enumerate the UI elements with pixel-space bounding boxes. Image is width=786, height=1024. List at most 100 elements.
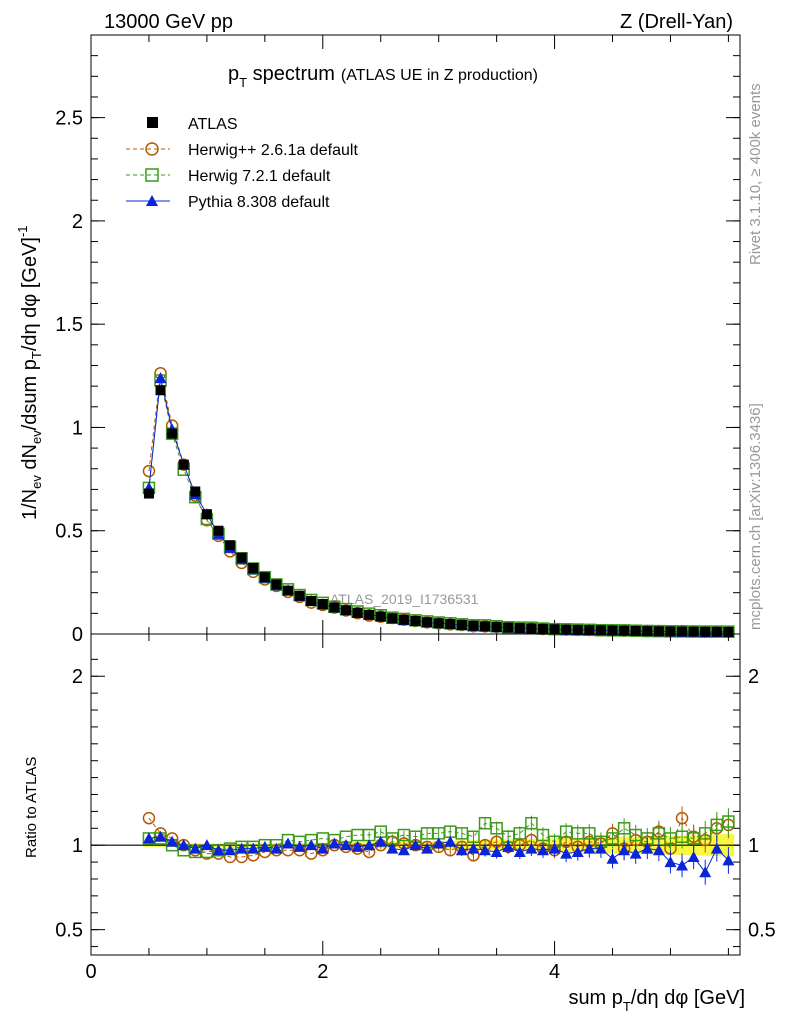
data-point-ratio bbox=[270, 842, 283, 854]
data-point-main bbox=[445, 619, 456, 630]
data-point-ratio bbox=[560, 847, 573, 859]
data-point-main bbox=[178, 459, 189, 470]
x-tick-label: 0 bbox=[85, 961, 96, 983]
mcplots-label: mcplots.cern.ch [arXiv:1306.3436] bbox=[747, 403, 764, 630]
data-point-main bbox=[711, 626, 722, 637]
data-point-main bbox=[329, 602, 340, 613]
ratio-tick-label-right: 1 bbox=[748, 835, 759, 857]
plot-title: pT spectrum (ATLAS UE in Z production) bbox=[228, 63, 538, 90]
data-point-ratio bbox=[583, 827, 596, 840]
data-point-ratio bbox=[247, 842, 260, 854]
legend-marker-herwig7 bbox=[145, 168, 159, 182]
data-point-ratio bbox=[698, 827, 712, 840]
data-point-ratio bbox=[351, 840, 364, 852]
y-tick-label: 0 bbox=[72, 624, 83, 646]
data-point-ratio bbox=[652, 844, 665, 856]
data-point-main bbox=[375, 611, 386, 622]
rivet-label: Rivet 3.1.10, ≥ 400k events bbox=[747, 83, 764, 265]
data-point-ratio bbox=[536, 844, 549, 856]
ratio-tick-label: 1 bbox=[72, 835, 83, 857]
data-point-main bbox=[352, 607, 363, 618]
data-point-ratio bbox=[467, 842, 480, 854]
data-point-ratio bbox=[525, 842, 538, 854]
data-point-ratio bbox=[710, 842, 723, 854]
legend: ATLAS Herwig++ 2.6.1a default Herwig 7.2… bbox=[126, 116, 358, 211]
data-point-main bbox=[526, 623, 537, 634]
data-point-ratio bbox=[432, 837, 445, 849]
data-point-ratio bbox=[676, 859, 689, 871]
data-point-main bbox=[549, 624, 560, 635]
y-tick-label: 1.5 bbox=[55, 314, 83, 336]
data-point-main bbox=[700, 626, 711, 637]
data-point-ratio bbox=[571, 845, 584, 857]
data-point-main bbox=[677, 626, 688, 637]
y-tick-label: 0.5 bbox=[55, 521, 83, 543]
y-tick-label: 2.5 bbox=[55, 108, 83, 130]
data-point-main bbox=[154, 372, 167, 384]
main-plot: 0 0.5 1 1.5 2 2.5 bbox=[55, 34, 741, 646]
data-point-ratio bbox=[513, 827, 527, 840]
data-point-main bbox=[225, 540, 236, 551]
data-point-main bbox=[271, 579, 282, 590]
data-point-main bbox=[468, 620, 479, 631]
data-point-ratio bbox=[722, 854, 735, 866]
data-point-ratio bbox=[224, 844, 237, 856]
data-point-ratio bbox=[548, 842, 561, 854]
data-point-main bbox=[410, 615, 421, 626]
data-point-ratio bbox=[617, 822, 631, 835]
data-point-main bbox=[653, 626, 664, 637]
data-point-main bbox=[364, 609, 375, 620]
data-point-main bbox=[294, 590, 305, 601]
data-point-ratio bbox=[212, 844, 225, 856]
data-point-main bbox=[213, 525, 224, 536]
ratio-plot: 0 2 4 0.5 0.5 1 1 2 2 bbox=[55, 633, 776, 983]
data-point-ratio bbox=[258, 840, 271, 852]
data-point-ratio bbox=[664, 856, 677, 868]
ratio-tick-label-right: 0.5 bbox=[748, 920, 776, 942]
data-point-main bbox=[422, 617, 433, 628]
data-point-main bbox=[142, 464, 156, 478]
data-point-ratio bbox=[386, 842, 399, 854]
data-point-main bbox=[387, 613, 398, 624]
data-point-ratio bbox=[444, 835, 457, 847]
data-point-ratio bbox=[606, 832, 619, 845]
data-point-ratio bbox=[490, 822, 503, 835]
ratio-frame bbox=[90, 633, 741, 956]
data-point-ratio bbox=[699, 866, 712, 878]
y-tick-label: 2 bbox=[72, 211, 83, 233]
data-point-ratio bbox=[502, 840, 515, 852]
data-point-main bbox=[155, 385, 166, 396]
data-point-main bbox=[723, 626, 734, 637]
data-point-main bbox=[595, 625, 606, 636]
data-point-main bbox=[584, 625, 595, 636]
data-point-main bbox=[561, 624, 572, 635]
data-point-main bbox=[665, 626, 676, 637]
data-point-main bbox=[433, 618, 444, 629]
x-axis-label: sum pT/dη dφ [GeV] bbox=[568, 987, 745, 1014]
data-point-main bbox=[503, 622, 514, 633]
data-point-main bbox=[190, 486, 201, 497]
y-axis-label: 1/Nev dNev/dsum pT/dη dφ [GeV]-1 bbox=[15, 225, 44, 520]
data-point-ratio bbox=[235, 842, 248, 854]
ratio-tick-label: 0.5 bbox=[55, 920, 83, 942]
x-tick-label: 2 bbox=[317, 961, 328, 983]
data-point-main bbox=[248, 562, 259, 573]
data-point-ratio bbox=[142, 832, 155, 844]
data-point-ratio bbox=[641, 842, 654, 854]
data-point-ratio bbox=[316, 842, 329, 854]
data-point-main bbox=[456, 619, 467, 630]
data-point-main bbox=[167, 428, 178, 439]
data-point-main bbox=[143, 488, 154, 499]
legend-label-pythia: Pythia 8.308 default bbox=[188, 194, 330, 211]
data-point-main bbox=[259, 572, 270, 583]
data-point-main bbox=[491, 621, 502, 632]
ratio-tick-label: 2 bbox=[72, 666, 83, 688]
data-point-ratio bbox=[606, 852, 619, 864]
data-point-main bbox=[201, 509, 212, 520]
ratio-tick-label-right: 2 bbox=[748, 666, 759, 688]
data-point-main bbox=[306, 595, 317, 606]
x-tick-label: 4 bbox=[549, 961, 560, 983]
header-left: 13000 GeV pp bbox=[104, 11, 233, 33]
data-point-ratio bbox=[409, 839, 422, 851]
